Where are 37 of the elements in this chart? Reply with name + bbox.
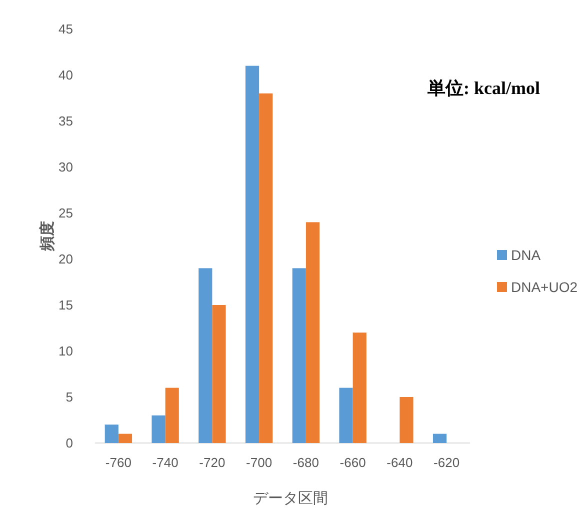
bar: [118, 434, 132, 443]
bar: [292, 268, 306, 443]
legend-label: DNA: [511, 246, 542, 263]
bar: [212, 305, 226, 443]
y-tick-label: 5: [66, 390, 73, 405]
y-tick-label: 30: [58, 160, 73, 175]
bar: [339, 388, 353, 443]
y-tick-label: 40: [58, 68, 73, 83]
y-tick-label: 10: [58, 344, 73, 359]
bar: [259, 93, 273, 443]
bar: [400, 397, 414, 443]
legend-label: DNA+UO2: [511, 278, 578, 295]
bar: [352, 332, 366, 443]
x-tick-label: -720: [199, 455, 226, 470]
y-tick-label: 20: [58, 252, 73, 267]
x-axis-title: データ区間: [253, 490, 328, 507]
y-tick-label: 15: [58, 298, 73, 313]
bar: [104, 424, 118, 443]
bar: [198, 268, 212, 443]
y-tick-label: 0: [66, 436, 73, 451]
bar: [306, 222, 320, 443]
x-tick-label: -700: [246, 455, 272, 470]
x-tick-label: -640: [386, 455, 413, 470]
x-tick-label: -660: [340, 455, 366, 470]
bar: [165, 388, 179, 443]
x-tick-label: -740: [152, 455, 178, 470]
y-tick-label: 35: [58, 114, 73, 129]
bar: [152, 415, 166, 443]
y-tick-label: 45: [58, 22, 73, 37]
y-tick-label: 25: [58, 206, 73, 221]
x-tick-label: -680: [292, 455, 319, 470]
y-axis-title: 頻度: [38, 221, 56, 252]
bar: [432, 434, 447, 443]
bar: [245, 66, 260, 443]
x-tick-label: -620: [434, 455, 460, 470]
x-tick-label: -760: [105, 455, 132, 470]
annotation: 単位: kcal/mol: [426, 78, 540, 98]
